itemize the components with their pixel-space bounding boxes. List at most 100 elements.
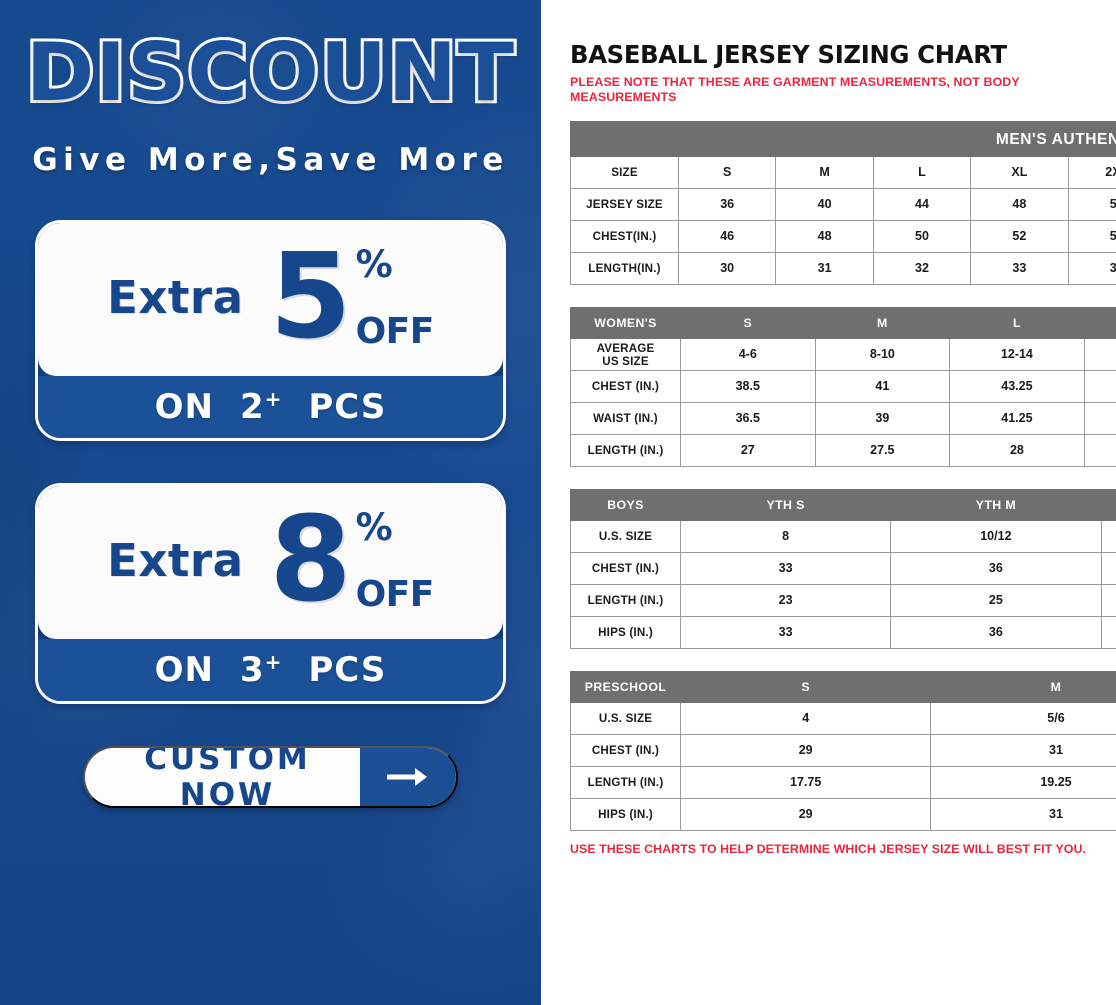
table-cell: 39.5	[1100, 552, 1116, 585]
table-cell: 32	[872, 252, 972, 285]
row-label: U.S. SIZE	[570, 702, 681, 735]
table-row: LENGTH (IN.)23252729	[570, 584, 1116, 617]
table-cell: 41.25	[949, 402, 1085, 435]
table-cell: 52	[1067, 188, 1116, 221]
offer-on-label: ON	[154, 650, 214, 691]
offer-percent-sign: %	[355, 242, 393, 286]
row-label: CHEST(IN.)	[570, 220, 679, 253]
offer-amount-group: 8 % OFF	[269, 489, 435, 628]
discount-title: DISCOUNT	[23, 26, 517, 119]
sizing-chart-panel: BASEBALL JERSEY SIZING CHART PLEASE NOTE…	[541, 0, 1116, 1005]
column-header: YTH L	[1100, 489, 1116, 521]
table-cell: 4-6	[680, 338, 816, 371]
table-cell: 8	[679, 520, 892, 553]
table-cell: 14/16	[1100, 520, 1116, 553]
table-cell: 46	[677, 220, 777, 253]
offer-card-body: Extra 8 % OFF	[38, 486, 503, 640]
column-header: S	[680, 307, 816, 339]
column-header: S	[679, 671, 932, 703]
table-header-row: PRESCHOOLSML	[570, 671, 1116, 703]
offer-card-8-percent[interactable]: Extra 8 % OFF ON 3 + PCS	[35, 483, 506, 705]
row-label: LENGTH(IN.)	[570, 252, 679, 285]
table-row: HIPS (IN.)333639.542.5	[570, 616, 1116, 649]
table-cell: 28.5	[1083, 434, 1116, 467]
sizing-table-mens: MEN'S AUTHENTIC JERSEYSSIZESMLXL2XL3XL4X…	[570, 121, 1116, 285]
sizing-table-womens: WOMEN'SSMLXL2XL3XL4XLAVERAGEUS SIZE4-68-…	[570, 307, 1116, 467]
row-label: HIPS (IN.)	[570, 616, 681, 649]
offer-off-label: OFF	[355, 310, 435, 352]
offer-card-5-percent[interactable]: Extra 5 % OFF ON 2 + PCS	[35, 220, 506, 442]
offer-quantity-plus: +	[264, 387, 283, 412]
offer-percent-sign: %	[355, 505, 393, 549]
table-cell: 27	[1100, 584, 1116, 617]
offer-quantity-number: 2	[239, 387, 265, 428]
table-row: CHEST (IN.)293132	[570, 734, 1116, 767]
table-cell: 31	[930, 734, 1116, 767]
table-cell: 48	[775, 220, 874, 253]
row-label: WAIST (IN.)	[570, 402, 681, 435]
table-cell: 27	[680, 434, 816, 467]
offer-on-label: ON	[154, 387, 214, 428]
table-row: LENGTH(IN.)30313233343536373839	[570, 252, 1116, 285]
offer-condition-bar: ON 2 + PCS	[38, 376, 503, 439]
table-cell: 16-18	[1083, 338, 1116, 371]
table-cell: 43.75	[1083, 402, 1116, 435]
table-cell: 38.5	[680, 370, 816, 403]
offer-extra-label: Extra	[107, 271, 244, 325]
table-cell: 29	[679, 798, 932, 831]
table-cell: 41	[814, 370, 951, 403]
offer-percent-number: 8	[269, 489, 352, 628]
row-label: LENGTH (IN.)	[570, 766, 681, 799]
table-cell: 33	[679, 552, 892, 585]
table-cell: 27.5	[814, 434, 951, 467]
row-label: CHEST (IN.)	[570, 552, 681, 585]
column-header: L	[949, 307, 1085, 339]
table-cell: 30	[677, 252, 777, 285]
offer-pcs-label: PCS	[308, 650, 387, 691]
row-label: LENGTH (IN.)	[570, 584, 681, 617]
table-cell: 39	[814, 402, 951, 435]
table-cell: 50	[872, 220, 972, 253]
table-header-row: WOMEN'SSMLXL2XL3XL4XL	[570, 307, 1116, 339]
table-cell: 19.25	[930, 766, 1116, 799]
row-label: CHEST (IN.)	[570, 370, 681, 403]
table-cell: 36	[890, 552, 1102, 585]
table-cell: 43.25	[949, 370, 1085, 403]
table-cell: 36	[890, 616, 1102, 649]
table-cell: 12-14	[949, 338, 1085, 371]
column-header: YTH S	[679, 489, 892, 521]
table-cell: 39.5	[1100, 616, 1116, 649]
table-corner-header: SIZE	[570, 156, 679, 189]
table-row: CHEST (IN.)333639.542.5	[570, 552, 1116, 585]
column-header: M	[775, 156, 874, 189]
table-row: HIPS (IN.)293132	[570, 798, 1116, 831]
table-cell: 29	[679, 734, 932, 767]
table-cell: 28	[949, 434, 1085, 467]
offer-amount-group: 5 % OFF	[269, 226, 435, 365]
custom-now-button[interactable]: CUSTOM NOW	[83, 746, 458, 809]
column-header: M	[930, 671, 1116, 703]
table-cell: 40	[775, 188, 874, 221]
sizing-footer-note: USE THESE CHARTS TO HELP DETERMINE WHICH…	[570, 842, 1086, 856]
offer-off-label: OFF	[355, 573, 435, 615]
table-cell: 36	[677, 188, 777, 221]
offer-percent-number: 5	[269, 226, 352, 365]
row-label: CHEST (IN.)	[570, 734, 681, 767]
table-cell: 31	[775, 252, 874, 285]
row-label: U.S. SIZE	[570, 520, 681, 553]
table-cell: 10/12	[890, 520, 1102, 553]
custom-now-label: CUSTOM NOW	[144, 746, 311, 809]
table-cell: 45.75	[1083, 370, 1116, 403]
row-label: JERSEY SIZE	[570, 188, 679, 221]
discount-subtitle: Give More,Save More	[32, 142, 509, 179]
